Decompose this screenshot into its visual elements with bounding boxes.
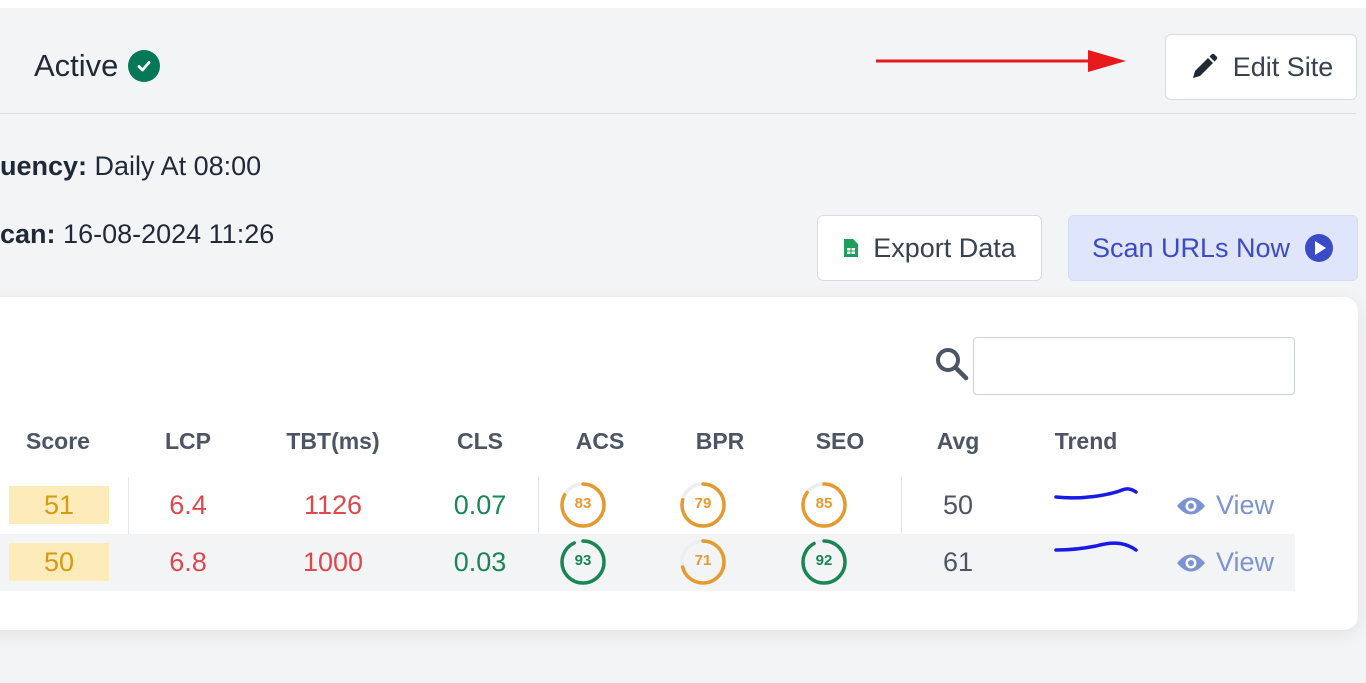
pencil-icon [1192, 53, 1217, 78]
tbt-value: 1000 [302, 547, 364, 577]
last-scan-line: can: 16-08-2024 11:26 [0, 219, 274, 250]
column-header-trend[interactable]: Trend [1054, 428, 1118, 454]
acs-gauge: 83 [558, 480, 608, 530]
search-icon [936, 348, 969, 381]
trend-sparkline [1054, 541, 1138, 552]
bpr-gauge: 71 [678, 537, 728, 587]
column-header-bpr[interactable]: BPR [695, 428, 745, 454]
seo-score: 85 [815, 494, 833, 512]
seo-score: 92 [815, 551, 833, 569]
play-circle-icon [1305, 234, 1334, 262]
trend-sparkline [1054, 487, 1138, 500]
column-header-cls[interactable]: CLS [457, 428, 503, 454]
eye-icon [1177, 497, 1205, 514]
bpr-gauge: 79 [678, 480, 728, 530]
search-input[interactable] [973, 337, 1295, 395]
lcp-value: 6.4 [169, 490, 207, 520]
acs-gauge: 93 [558, 537, 608, 587]
export-data-button[interactable]: Export Data [817, 215, 1042, 281]
arrow-annotation-icon [876, 50, 1126, 72]
acs-score: 93 [574, 551, 592, 569]
scan-urls-now-label: Scan URLs Now [1091, 232, 1291, 263]
lcp-value: 6.8 [169, 547, 207, 577]
column-header-avg[interactable]: Avg [936, 428, 980, 454]
column-header-lcp[interactable]: LCP [165, 428, 211, 454]
export-data-label: Export Data [873, 232, 1016, 263]
edit-site-label: Edit Site [1232, 51, 1334, 82]
view-link[interactable]: View [1176, 490, 1274, 521]
column-divider [901, 477, 902, 534]
column-header-tbt[interactable]: TBT(ms) [286, 428, 380, 454]
status-label: Active [34, 48, 119, 83]
column-header-seo[interactable]: SEO [815, 428, 865, 454]
score-badge: 50 [9, 543, 109, 581]
avg-value: 50 [942, 490, 974, 520]
check-circle-icon [128, 50, 161, 82]
frequency-value: Daily At 08:00 [94, 151, 262, 181]
cls-value: 0.07 [453, 490, 507, 520]
tbt-value: 1126 [303, 490, 363, 520]
site-header-bar [0, 8, 1356, 114]
column-header-score[interactable]: Score [26, 428, 90, 454]
acs-score: 83 [574, 494, 592, 512]
frequency-line: uency: Daily At 08:00 [0, 151, 261, 182]
spreadsheet-icon [844, 239, 859, 257]
last-scan-label: can: [0, 219, 56, 249]
scan-urls-now-button[interactable]: Scan URLs Now [1068, 215, 1358, 281]
view-link[interactable]: View [1176, 547, 1274, 578]
bpr-score: 71 [694, 551, 712, 569]
cls-value: 0.03 [453, 547, 507, 577]
seo-gauge: 85 [799, 480, 849, 530]
seo-gauge: 92 [799, 537, 849, 587]
eye-icon [1177, 554, 1205, 571]
table-row [0, 534, 1295, 591]
view-link-label: View [1216, 547, 1275, 577]
column-divider [128, 477, 129, 534]
avg-value: 61 [942, 547, 974, 577]
view-link-label: View [1216, 490, 1275, 520]
bpr-score: 79 [694, 494, 712, 512]
edit-site-button[interactable]: Edit Site [1165, 34, 1357, 100]
site-status: Active [34, 48, 161, 84]
column-header-acs[interactable]: ACS [575, 428, 625, 454]
column-divider [538, 477, 539, 534]
score-badge: 51 [9, 486, 109, 524]
last-scan-value: 16-08-2024 11:26 [63, 219, 275, 249]
frequency-label: uency: [0, 151, 88, 181]
